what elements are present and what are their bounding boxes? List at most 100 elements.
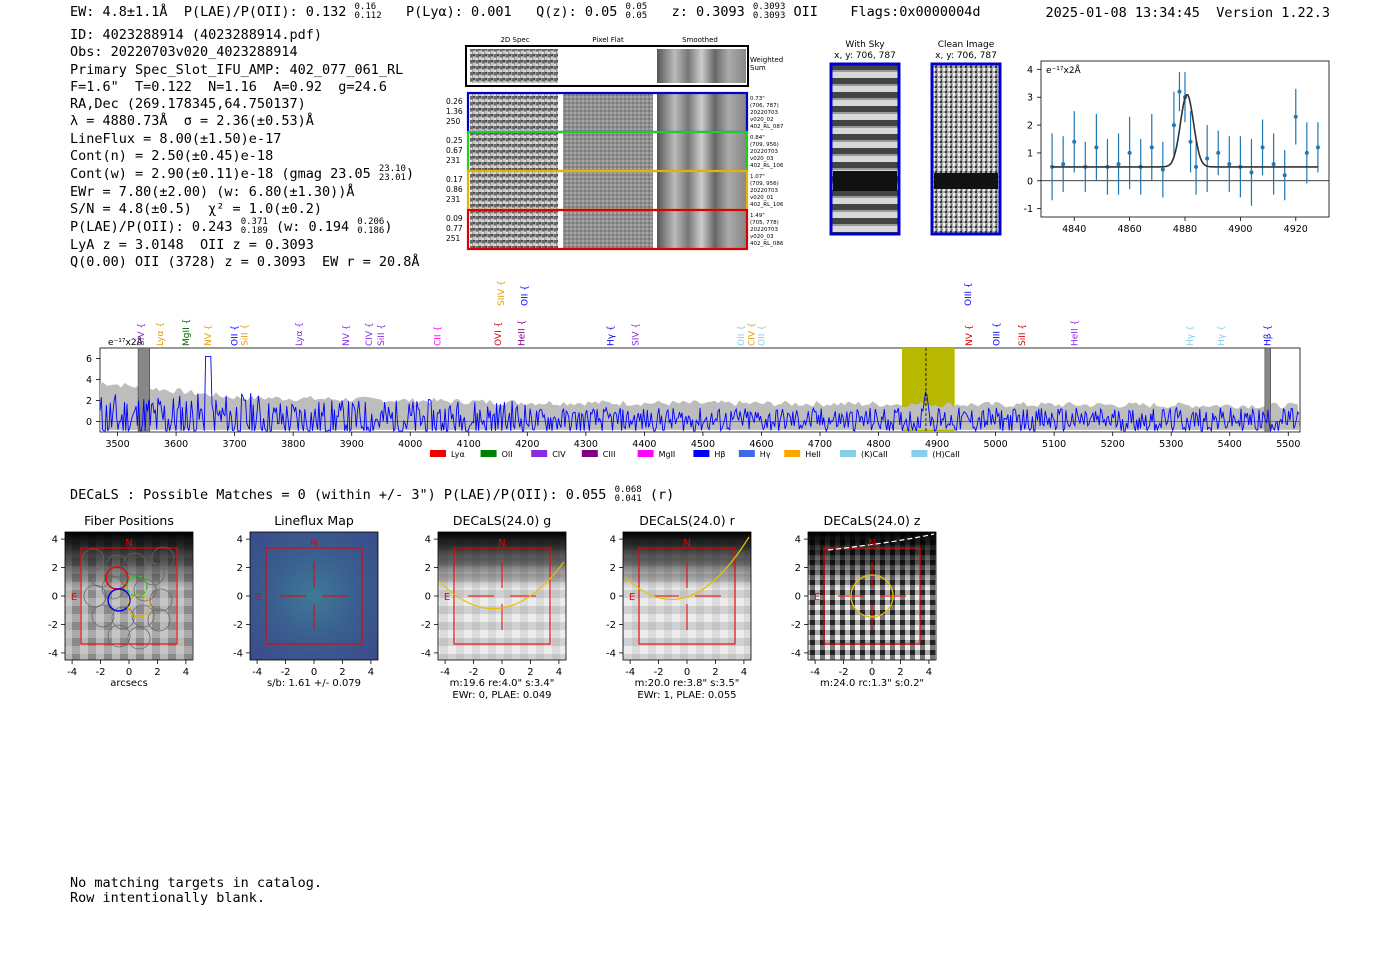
y-tick-label: 3 <box>1027 93 1033 104</box>
search-box <box>265 547 363 645</box>
image-panels: Fiber Positions N E -4 -4 -2 -2 0 0 2 2 4 4 arcsecs Li… <box>48 513 937 701</box>
x-tick-label: 5100 <box>1042 439 1066 450</box>
x-tick-label: 2 <box>154 667 160 678</box>
y-tick-label: 4 <box>1027 65 1033 76</box>
fiber-circle <box>101 576 125 600</box>
info-line: Obs: 20220703v020_4023288914 <box>70 44 298 61</box>
emission-line-label: HeII { <box>1071 320 1081 346</box>
emission-line-label: CIV { <box>747 322 757 346</box>
x-tick-label: 4400 <box>632 439 656 450</box>
cutout-row-stat: 231 <box>446 156 461 165</box>
decals-summary: DECaLS : Possible Matches = 0 (within +/… <box>70 485 675 504</box>
y-tick-label: 2 <box>795 563 801 574</box>
legend-label: OII <box>502 450 513 459</box>
y-tick-label: -4 <box>48 648 58 659</box>
summary-header: EW: 4.8±1.1Å P(LAE)/P(OII): 0.132 0.16 0.… <box>70 3 980 21</box>
header-z-line: OII <box>793 4 818 20</box>
panel-title: Fiber Positions <box>84 513 174 528</box>
cutout-row-meta: (705, 778) <box>750 220 779 226</box>
x-tick-label: 4860 <box>1118 224 1142 235</box>
fiber-circle <box>91 604 115 628</box>
emission-line-label: Lyα { <box>156 322 166 346</box>
x-tick-label: 4 <box>741 667 747 678</box>
cutout-row-meta: (706, 787) <box>750 103 779 109</box>
fiber-circle-blue <box>107 588 131 612</box>
legend-label: (K)CaII <box>861 450 888 459</box>
emission-line-label: OII { <box>520 285 530 306</box>
info-line: RA,Dec (269.178345,64.750137) <box>70 96 306 113</box>
cutout-row-meta: 20220703 <box>750 188 778 194</box>
x-tick-label: 2 <box>527 667 533 678</box>
panel-caption: s/b: 1.61 +/- 0.079 <box>267 678 361 689</box>
x-tick-label: 0 <box>684 667 690 678</box>
aperture-ellipse <box>439 561 565 610</box>
y-tick-label: -2 <box>606 620 616 631</box>
east-label: E <box>71 592 77 603</box>
line-fit-model <box>1052 93 1318 168</box>
header-flags: Flags:0x0000004d <box>850 4 981 20</box>
with-sky-title: With Sky <box>845 40 885 50</box>
x-tick-label: 0 <box>311 667 317 678</box>
legend-swatch <box>784 450 801 457</box>
search-box <box>638 547 736 645</box>
north-label: N <box>310 538 317 549</box>
header-ew: EW: 4.8±1.1Å <box>70 4 168 20</box>
emission-line-label: HeII { <box>517 320 527 346</box>
data-point <box>1315 145 1320 150</box>
emission-line-label: SiII { <box>377 324 387 346</box>
legend-swatch <box>738 450 755 457</box>
x-tick-label: 0 <box>499 667 505 678</box>
cutout-row-stat: 231 <box>446 195 461 204</box>
x-tick-label: 5200 <box>1101 439 1125 450</box>
with-sky-xy: x, y: 706, 787 <box>834 51 896 61</box>
y-tick-label: 4 <box>795 535 801 546</box>
fiber-circle <box>111 606 135 630</box>
cutout-row-border <box>466 208 749 251</box>
emission-line-label: OIII { <box>964 282 974 306</box>
emission-line-label: MgII { <box>182 319 192 346</box>
emission-line-label: NV { <box>204 325 214 346</box>
info-sn: S/N = 4.8(±0.5) χ² = 1.0(±0.2) <box>70 200 322 217</box>
legend-label: (H)CaII <box>932 450 959 459</box>
line-fit-chart: e⁻¹⁷x2Å 4840 4860 4880 4900 4920 -1 0 1 2 3 4 <box>1024 60 1330 235</box>
x-tick-label: 4920 <box>1284 224 1308 235</box>
legend-swatch <box>637 450 654 457</box>
y-tick-label: -4 <box>791 648 801 659</box>
x-tick-label: -2 <box>839 667 849 678</box>
x-tick-label: 5500 <box>1276 439 1300 450</box>
x-tick-label: -2 <box>96 667 106 678</box>
emission-line-label: OIII { <box>993 322 1003 346</box>
x-tick-label: -2 <box>281 667 291 678</box>
cutout-row-stat: 0.86 <box>446 185 463 194</box>
fiber-circle <box>107 624 131 648</box>
panel-caption-2: EWr: 1, PLAE: 0.055 <box>637 690 736 701</box>
x-tick-label: 4600 <box>749 439 773 450</box>
header-qz: Q(z): 0.05 <box>536 4 618 20</box>
x-tick-label: -4 <box>625 667 635 678</box>
header-version: Version 1.22.3 <box>1216 5 1330 21</box>
footer-notes: No matching targets in catalog. Row inten… <box>70 876 322 906</box>
x-tick-label: 2 <box>897 667 903 678</box>
fiber-circle <box>123 552 147 576</box>
emission-line-label: NV { <box>965 325 975 346</box>
legend-label: HeII <box>805 450 821 459</box>
legend-label: Hγ <box>760 450 771 459</box>
x-tick-label: -4 <box>252 667 262 678</box>
east-label: E <box>629 592 635 603</box>
panel-title: DECaLS(24.0) g <box>453 513 551 528</box>
info-line: F=1.6" T=0.122 N=1.16 A=0.92 g=24.6 <box>70 78 387 95</box>
cutout-row-meta: v020_01 <box>750 195 774 201</box>
data-point <box>1050 164 1055 169</box>
y-tick-label: 4 <box>237 535 243 546</box>
data-point <box>1177 89 1182 94</box>
footer-line-1: No matching targets in catalog. <box>70 875 322 891</box>
cutout-row-meta: 20220703 <box>750 227 778 233</box>
legend-label: Lyα <box>451 450 465 459</box>
y-tick-label: 0 <box>1027 176 1033 187</box>
emission-line-label: SiII { <box>241 324 251 346</box>
line-fit-ylabel: e⁻¹⁷x2Å <box>1046 64 1082 76</box>
legend-swatch <box>531 450 548 457</box>
image-panel: Fiber Positions N E -4 -4 -2 -2 0 0 2 2 4 4 arcsecs <box>48 513 194 689</box>
data-point <box>1304 150 1309 155</box>
search-box <box>453 547 551 645</box>
